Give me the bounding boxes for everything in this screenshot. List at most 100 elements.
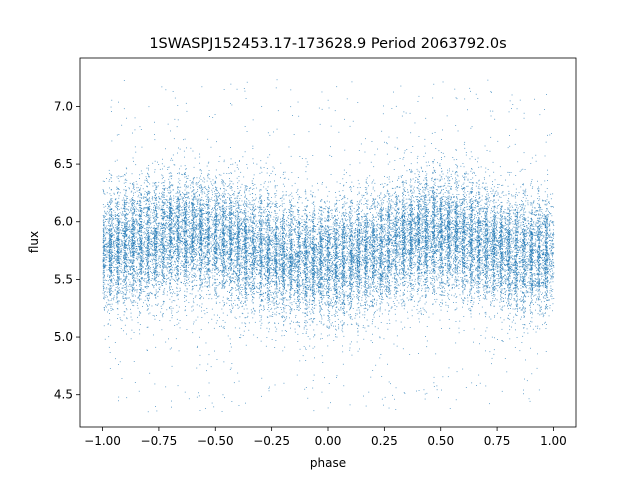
data-point [466,199,467,200]
data-point [151,239,152,240]
data-point [199,185,200,186]
data-point [244,191,245,192]
data-point [233,239,234,240]
data-point [485,187,486,188]
data-point [335,235,336,236]
data-point [387,364,388,365]
data-point [218,245,219,246]
data-point [507,263,508,264]
data-point [174,231,175,232]
data-point [251,264,252,265]
data-point [447,253,448,254]
data-point [541,217,542,218]
data-point [126,173,127,174]
data-point [401,221,402,222]
data-point [449,193,450,194]
data-point [523,221,524,222]
data-point [481,265,482,266]
data-point [272,302,273,303]
data-point [114,253,115,254]
data-point [445,270,446,271]
data-point [234,236,235,237]
data-point [516,227,517,228]
data-point [140,273,141,274]
data-point [212,217,213,218]
data-point [278,250,279,251]
data-point [107,202,108,203]
data-point [233,211,234,212]
data-point [171,259,172,260]
data-point [222,201,223,202]
data-point [491,246,492,247]
data-point [124,228,125,229]
data-point [535,244,536,245]
data-point [106,229,107,230]
data-point [438,150,439,151]
data-point [428,291,429,292]
data-point [224,89,225,90]
data-point [460,236,461,237]
data-point [525,251,526,252]
data-point [402,200,403,201]
data-point [397,262,398,263]
data-point [515,222,516,223]
data-point [222,270,223,271]
data-point [176,215,177,216]
data-point [542,253,543,254]
data-point [367,252,368,253]
data-point [507,318,508,319]
data-point [512,265,513,266]
data-point [411,207,412,208]
data-point [549,229,550,230]
data-point [301,292,302,293]
data-point [471,151,472,152]
data-point [506,371,507,372]
data-point [407,287,408,288]
data-point [477,215,478,216]
data-point [196,226,197,227]
data-point [169,272,170,273]
data-point [114,248,115,249]
data-point [537,328,538,329]
data-point [357,314,358,315]
data-point [399,271,400,272]
data-point [419,288,420,289]
data-point [155,295,156,296]
data-point [551,290,552,291]
data-point [308,281,309,282]
data-point [354,230,355,231]
data-point [352,355,353,356]
data-point [139,315,140,316]
data-point [552,248,553,249]
data-point [473,287,474,288]
data-point [185,267,186,268]
data-point [439,251,440,252]
data-point [111,199,112,200]
data-point [309,237,310,238]
data-point [293,239,294,240]
data-point [153,232,154,233]
data-point [163,242,164,243]
data-point [174,164,175,165]
data-point [504,319,505,320]
data-point [129,237,130,238]
data-point [297,321,298,322]
data-point [335,329,336,330]
data-point [259,198,260,199]
data-point [507,224,508,225]
data-point [418,313,419,314]
data-point [188,219,189,220]
data-point [408,260,409,261]
data-point [462,369,463,370]
data-point [288,285,289,286]
data-point [200,297,201,298]
data-point [488,201,489,202]
data-point [261,195,262,196]
data-point [400,223,401,224]
data-point [134,290,135,291]
data-point [263,234,264,235]
data-point [124,252,125,253]
data-point [254,203,255,204]
data-point [497,222,498,223]
data-point [196,199,197,200]
